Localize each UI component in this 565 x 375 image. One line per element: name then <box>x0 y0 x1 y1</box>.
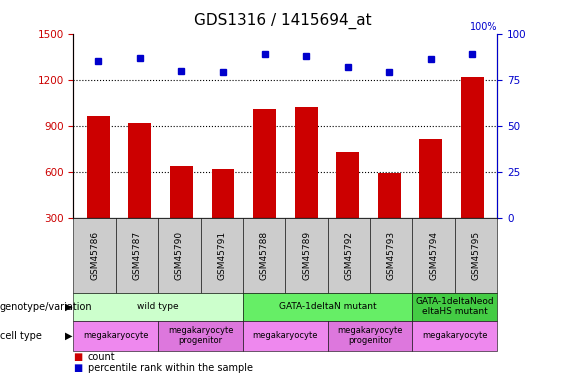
Bar <box>253 109 276 217</box>
Text: ■: ■ <box>73 352 82 362</box>
Text: genotype/variation: genotype/variation <box>0 302 93 312</box>
Bar <box>128 123 151 218</box>
Bar <box>419 140 442 218</box>
Text: GSM45786: GSM45786 <box>90 230 99 280</box>
Bar <box>336 152 359 217</box>
Text: count: count <box>88 352 115 362</box>
Text: ▶: ▶ <box>65 331 72 340</box>
Text: GSM45792: GSM45792 <box>345 231 353 279</box>
Bar <box>461 76 484 218</box>
Text: percentile rank within the sample: percentile rank within the sample <box>88 363 253 373</box>
Text: GSM45793: GSM45793 <box>387 230 396 280</box>
Bar <box>170 166 193 218</box>
Text: GSM45795: GSM45795 <box>472 230 480 280</box>
Text: megakaryocyte: megakaryocyte <box>83 331 149 340</box>
Text: ■: ■ <box>73 363 82 373</box>
Text: megakaryocyte: megakaryocyte <box>422 331 488 340</box>
Text: GSM45794: GSM45794 <box>429 231 438 279</box>
Bar <box>378 173 401 217</box>
Text: GATA-1deltaNeod
eltaHS mutant: GATA-1deltaNeod eltaHS mutant <box>415 297 494 316</box>
Text: GSM45791: GSM45791 <box>218 230 226 280</box>
Text: GATA-1deltaN mutant: GATA-1deltaN mutant <box>279 302 376 311</box>
Text: GSM45790: GSM45790 <box>175 230 184 280</box>
Text: megakaryocyte
progenitor: megakaryocyte progenitor <box>337 326 403 345</box>
Text: megakaryocyte: megakaryocyte <box>253 331 318 340</box>
Text: 100%: 100% <box>470 22 497 32</box>
Text: cell type: cell type <box>0 331 42 340</box>
Bar <box>211 169 234 217</box>
Text: GSM45787: GSM45787 <box>133 230 141 280</box>
Text: GSM45788: GSM45788 <box>260 230 268 280</box>
Bar <box>295 107 318 218</box>
Bar <box>87 116 110 218</box>
Text: megakaryocyte
progenitor: megakaryocyte progenitor <box>168 326 233 345</box>
Text: GDS1316 / 1415694_at: GDS1316 / 1415694_at <box>194 13 371 29</box>
Text: wild type: wild type <box>137 302 179 311</box>
Text: GSM45789: GSM45789 <box>302 230 311 280</box>
Text: ▶: ▶ <box>65 302 72 312</box>
